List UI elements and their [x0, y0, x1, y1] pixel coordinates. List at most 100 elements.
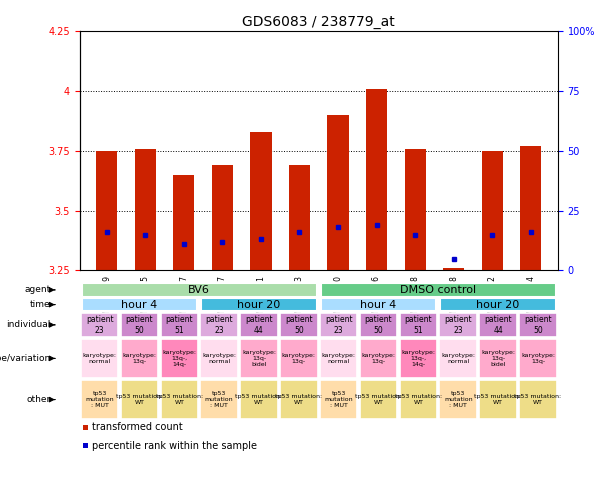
Text: patient
50: patient 50	[365, 315, 392, 335]
Bar	[280, 339, 318, 378]
Text: hour 4: hour 4	[360, 299, 397, 310]
Text: karyotype:
13q-,
14q-: karyotype: 13q-, 14q-	[162, 350, 196, 367]
Bar	[121, 339, 158, 378]
Text: patient
23: patient 23	[205, 315, 233, 335]
Text: hour 20: hour 20	[237, 299, 281, 310]
Bar	[280, 380, 318, 419]
Text: DMSO control: DMSO control	[400, 285, 476, 295]
Bar	[81, 339, 118, 378]
Text: karyotype:
13q-: karyotype: 13q-	[362, 353, 395, 364]
Bar	[479, 380, 517, 419]
Text: hour 20: hour 20	[476, 299, 520, 310]
Bar	[81, 313, 118, 337]
Text: tp53 mutation:
WT: tp53 mutation: WT	[116, 394, 163, 405]
Text: patient
23: patient 23	[444, 315, 472, 335]
Text: tp53 mutation:
WT: tp53 mutation: WT	[474, 394, 522, 405]
Bar	[250, 132, 272, 270]
Text: karyotype:
normal: karyotype: normal	[322, 353, 356, 364]
Bar	[280, 313, 318, 337]
Bar	[320, 380, 357, 419]
Bar	[360, 339, 397, 378]
Text: percentile rank within the sample: percentile rank within the sample	[92, 441, 257, 451]
Text: individual: individual	[6, 320, 51, 329]
Bar	[161, 339, 198, 378]
Text: karyotype:
13q-: karyotype: 13q-	[282, 353, 316, 364]
Text: tp53 mutation:
WT: tp53 mutation: WT	[156, 394, 203, 405]
Bar	[519, 313, 557, 337]
Text: tp53
mutation
: MUT: tp53 mutation : MUT	[85, 391, 114, 408]
Text: BV6: BV6	[188, 285, 210, 295]
Bar	[482, 151, 503, 270]
Bar	[173, 175, 194, 270]
Bar	[121, 380, 158, 419]
Bar	[440, 380, 477, 419]
Bar	[200, 339, 238, 378]
Text: tp53 mutation:
WT: tp53 mutation: WT	[235, 394, 283, 405]
Bar	[400, 313, 437, 337]
Text: other: other	[26, 395, 51, 404]
Bar	[360, 380, 397, 419]
Text: patient
50: patient 50	[285, 315, 313, 335]
Text: karyotype:
13q-
bidel: karyotype: 13q- bidel	[481, 350, 515, 367]
Bar	[321, 283, 556, 297]
Bar	[200, 313, 238, 337]
Bar	[161, 380, 198, 419]
Text: patient
23: patient 23	[325, 315, 352, 335]
Text: karyotype:
13q-,
14q-: karyotype: 13q-, 14q-	[402, 350, 435, 367]
Text: patient
50: patient 50	[126, 315, 153, 335]
Bar	[400, 380, 437, 419]
Bar	[289, 165, 310, 270]
Bar	[405, 149, 426, 270]
Bar	[320, 339, 357, 378]
Text: patient
50: patient 50	[524, 315, 552, 335]
Bar	[320, 313, 357, 337]
Text: patient
44: patient 44	[484, 315, 512, 335]
Text: tp53
mutation
: MUT: tp53 mutation : MUT	[444, 391, 473, 408]
Text: transformed count: transformed count	[92, 423, 183, 432]
Bar	[519, 380, 557, 419]
Bar	[440, 339, 477, 378]
Text: karyotype:
13q-: karyotype: 13q-	[123, 353, 156, 364]
Bar	[479, 313, 517, 337]
Bar	[211, 165, 233, 270]
Text: time: time	[30, 300, 51, 309]
Bar	[121, 313, 158, 337]
Text: karyotype:
13q-: karyotype: 13q-	[521, 353, 555, 364]
Text: tp53
mutation
: MUT: tp53 mutation : MUT	[324, 391, 353, 408]
Text: patient
51: patient 51	[405, 315, 432, 335]
Bar	[321, 298, 436, 312]
Bar	[81, 380, 118, 419]
Bar	[240, 313, 278, 337]
Bar	[440, 313, 477, 337]
Text: karyotype:
normal: karyotype: normal	[83, 353, 116, 364]
Title: GDS6083 / 238779_at: GDS6083 / 238779_at	[242, 15, 395, 29]
Text: tp53 mutation:
WT: tp53 mutation: WT	[275, 394, 322, 405]
Text: tp53
mutation
: MUT: tp53 mutation : MUT	[205, 391, 234, 408]
Text: hour 4: hour 4	[121, 299, 158, 310]
Bar	[400, 339, 437, 378]
Bar	[360, 313, 397, 337]
Bar	[201, 298, 317, 312]
Text: tp53 mutation:
WT: tp53 mutation: WT	[514, 394, 562, 405]
Text: karyotype:
normal: karyotype: normal	[202, 353, 236, 364]
Bar	[161, 313, 198, 337]
Bar	[479, 339, 517, 378]
Bar	[443, 268, 464, 270]
Text: karyotype:
normal: karyotype: normal	[441, 353, 475, 364]
Bar	[240, 380, 278, 419]
Text: patient
23: patient 23	[86, 315, 113, 335]
Text: tp53 mutation:
WT: tp53 mutation: WT	[395, 394, 442, 405]
Bar	[82, 283, 317, 297]
Bar	[82, 298, 197, 312]
Text: tp53 mutation:
WT: tp53 mutation: WT	[355, 394, 402, 405]
Bar	[366, 89, 387, 270]
Bar	[440, 298, 556, 312]
Text: genotype/variation: genotype/variation	[0, 354, 51, 363]
Bar	[135, 149, 156, 270]
Bar	[240, 339, 278, 378]
Bar	[520, 146, 541, 270]
Text: patient
44: patient 44	[245, 315, 273, 335]
Bar	[519, 339, 557, 378]
Text: karyotype:
13q-
bidel: karyotype: 13q- bidel	[242, 350, 276, 367]
Bar	[327, 115, 349, 270]
